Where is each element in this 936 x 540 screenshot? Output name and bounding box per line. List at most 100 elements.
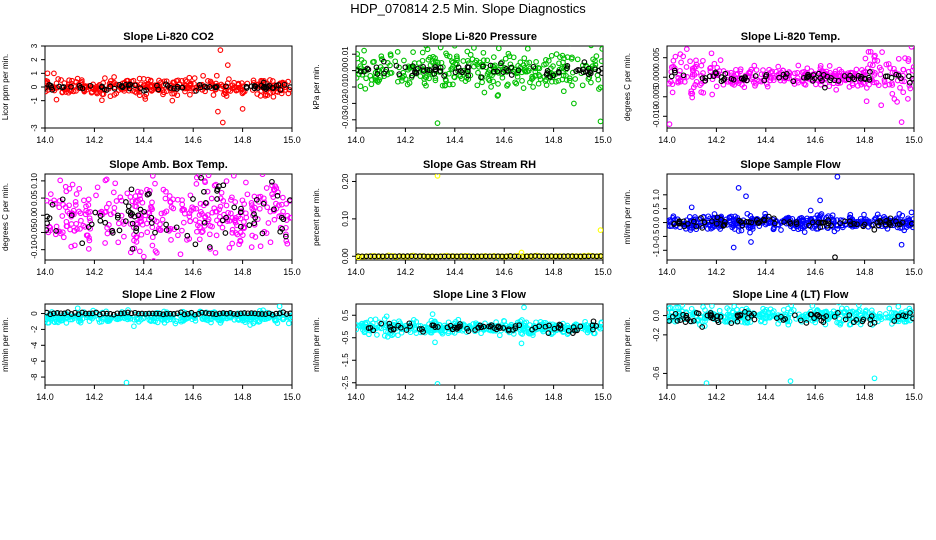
- data-point: [410, 49, 416, 55]
- reference-point: [760, 216, 767, 223]
- reference-point: [720, 223, 727, 229]
- reference-point: [171, 85, 177, 92]
- data-point: [59, 213, 66, 219]
- data-point: [812, 81, 819, 88]
- data-point: [61, 80, 68, 86]
- reference-point: [85, 224, 92, 230]
- data-point: [542, 326, 548, 332]
- outlier-point: [667, 121, 673, 127]
- data-point: [406, 80, 413, 86]
- y-tick-label: 0.5: [652, 203, 661, 215]
- data-point: [85, 246, 92, 252]
- data-point: [520, 327, 526, 333]
- reference-point: [219, 217, 226, 224]
- data-point: [579, 82, 586, 89]
- data-point: [795, 226, 802, 233]
- reference-point: [701, 219, 708, 225]
- data-point: [527, 79, 533, 86]
- reference-point: [237, 209, 244, 216]
- reference-point: [53, 228, 59, 234]
- data-point: [728, 72, 735, 79]
- data-point: [667, 222, 671, 229]
- data-point: [507, 61, 514, 68]
- data-point: [106, 317, 113, 324]
- data-point: [395, 78, 401, 85]
- data-point: [47, 224, 54, 231]
- data-point: [460, 58, 467, 64]
- data-point: [115, 239, 122, 246]
- reference-point: [753, 217, 760, 223]
- reference-point: [690, 318, 697, 324]
- data-point: [752, 82, 758, 89]
- reference-point: [882, 73, 889, 80]
- reference-point: [530, 63, 537, 70]
- points-layer: [45, 157, 292, 260]
- reference-point: [451, 324, 458, 331]
- reference-point: [684, 316, 691, 322]
- reference-point: [709, 315, 716, 322]
- reference-point: [283, 233, 289, 240]
- reference-point: [92, 209, 99, 216]
- reference-point: [672, 310, 679, 317]
- data-point: [382, 328, 389, 335]
- data-point: [152, 248, 159, 254]
- reference-point: [825, 220, 832, 227]
- reference-point: [809, 219, 816, 226]
- reference-point: [590, 326, 596, 333]
- data-point: [234, 231, 241, 238]
- x-tick-label: 14.8: [545, 267, 563, 277]
- data-point: [427, 62, 434, 68]
- data-point: [144, 229, 151, 236]
- reference-point: [407, 323, 413, 329]
- data-point: [252, 234, 259, 240]
- panel-2: Slope Li-820 Pressure kPa per min. 14.0 14.…: [312, 31, 612, 145]
- data-point: [89, 88, 95, 95]
- data-point: [221, 89, 228, 95]
- reference-point: [271, 206, 277, 213]
- reference-point: [896, 221, 903, 228]
- reference-point: [259, 311, 265, 317]
- data-point: [689, 67, 696, 74]
- x-tick-label: 14.8: [234, 135, 252, 145]
- data-point: [416, 60, 422, 66]
- data-point: [445, 70, 452, 77]
- data-point: [220, 198, 227, 204]
- x-tick-label: 14.2: [397, 392, 415, 402]
- data-point: [498, 62, 504, 69]
- reference-point: [771, 215, 777, 222]
- reference-point: [512, 323, 519, 329]
- reference-point: [209, 310, 216, 317]
- data-point: [243, 179, 249, 186]
- reference-point: [163, 310, 170, 317]
- data-point: [471, 46, 477, 51]
- reference-point: [721, 76, 728, 82]
- data-point: [232, 219, 239, 226]
- reference-point: [465, 64, 472, 71]
- data-point: [226, 244, 233, 251]
- reference-point: [495, 323, 502, 330]
- reference-point: [192, 241, 199, 248]
- reference-point: [898, 75, 904, 82]
- data-point: [767, 77, 774, 84]
- reference-point: [125, 309, 131, 316]
- reference-point: [490, 68, 497, 75]
- data-point: [778, 220, 784, 226]
- data-point: [269, 182, 275, 189]
- data-point: [599, 46, 603, 52]
- data-point: [692, 81, 699, 88]
- y-tick-label: 1: [30, 71, 39, 76]
- reference-point: [587, 70, 594, 77]
- data-point: [187, 81, 194, 88]
- data-point: [97, 157, 102, 162]
- reference-point: [677, 317, 684, 323]
- data-point: [206, 231, 213, 238]
- data-point: [495, 81, 501, 87]
- reference-point: [114, 214, 121, 221]
- data-point: [467, 72, 474, 79]
- x-tick-label: 14.4: [135, 267, 153, 277]
- data-point: [374, 332, 380, 338]
- reference-point: [142, 310, 149, 317]
- data-point: [174, 92, 181, 99]
- data-point: [72, 199, 79, 205]
- reference-point: [851, 220, 857, 227]
